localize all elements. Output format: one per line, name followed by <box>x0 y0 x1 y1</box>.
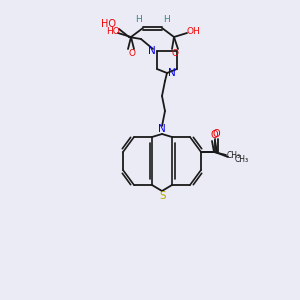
Text: HO: HO <box>106 28 120 37</box>
Text: O: O <box>128 50 136 58</box>
Text: O: O <box>213 129 220 139</box>
Text: S: S <box>160 191 166 201</box>
Text: H: H <box>135 16 141 25</box>
Text: CH₃: CH₃ <box>227 151 241 160</box>
Text: H: H <box>164 16 170 25</box>
Text: CH₃: CH₃ <box>235 154 249 164</box>
Text: N: N <box>158 124 166 134</box>
Text: O: O <box>172 50 178 58</box>
Text: HO: HO <box>101 19 116 29</box>
Text: N: N <box>168 68 176 78</box>
Text: N: N <box>148 46 156 56</box>
Text: OH: OH <box>186 26 200 35</box>
Text: O: O <box>210 130 218 140</box>
